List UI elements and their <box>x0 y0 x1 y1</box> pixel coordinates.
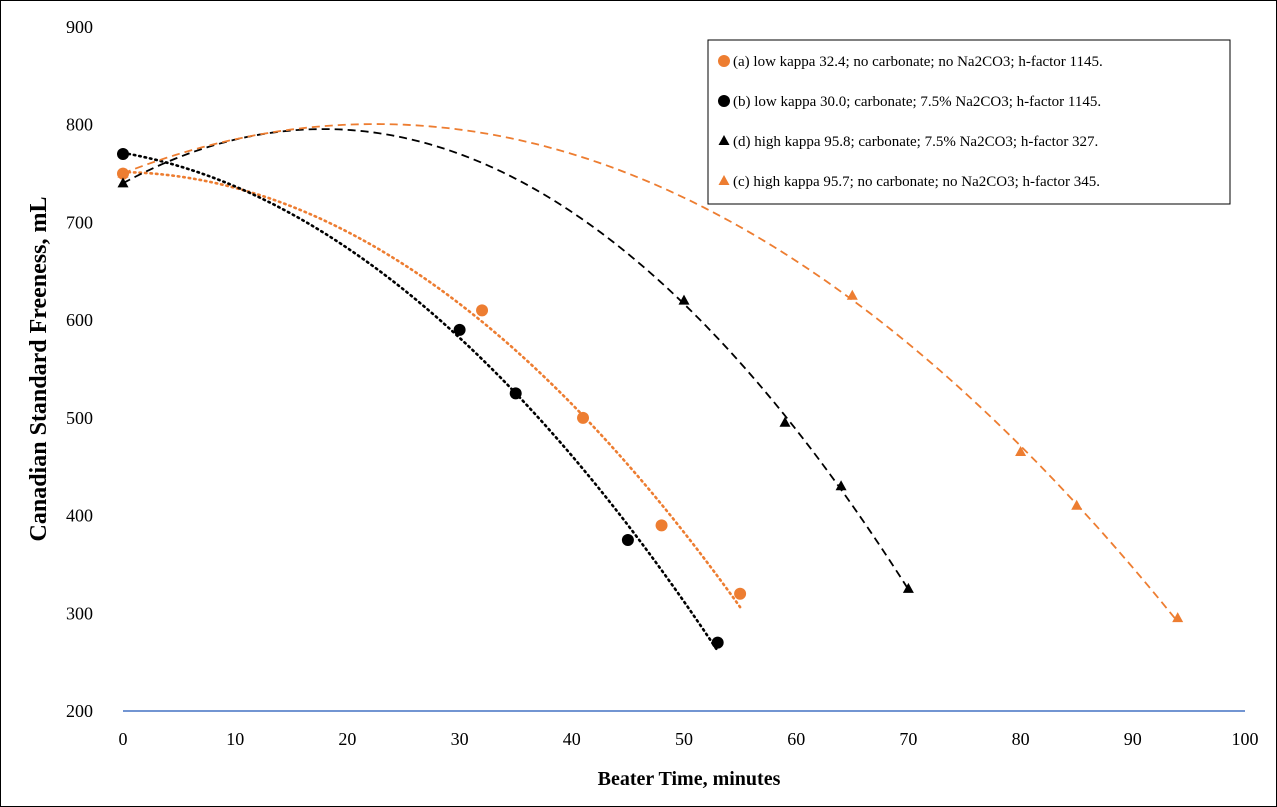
legend-items: (a) low kappa 32.4; no carbonate; no Na2… <box>718 54 1103 190</box>
x-tick-label: 30 <box>451 729 469 749</box>
legend-marker <box>718 95 730 107</box>
trendline-2 <box>121 151 719 653</box>
data-point <box>509 387 522 400</box>
data-point <box>902 582 914 593</box>
x-tick-label: 50 <box>675 729 693 749</box>
legend-label: (c) high kappa 95.7; no carbonate; no Na… <box>733 174 1100 190</box>
y-axis-title: Canadian Standard Freeness, mL <box>26 197 52 542</box>
legend: (a) low kappa 32.4; no carbonate; no Na2… <box>707 39 1231 205</box>
x-tick-label: 100 <box>1232 729 1259 749</box>
y-tick-label: 400 <box>66 506 93 526</box>
data-point <box>734 587 747 600</box>
data-point <box>621 534 634 546</box>
data-point <box>655 519 668 532</box>
data-point <box>846 289 858 300</box>
trendlines <box>121 123 1179 653</box>
data-point <box>835 480 847 491</box>
data-point <box>476 304 489 317</box>
y-tick-label: 300 <box>66 603 93 623</box>
x-tick-label: 90 <box>1124 729 1142 749</box>
legend-label: (d) high kappa 95.8; carbonate; 7.5% Na2… <box>733 134 1098 150</box>
legend-marker <box>718 135 730 145</box>
data-point <box>577 411 590 424</box>
y-tick-labels: 200 300 400 500 600 700 800 900 <box>66 17 93 721</box>
data-point <box>1071 499 1083 510</box>
x-tick-label: 40 <box>563 729 581 749</box>
data-point <box>1172 612 1184 623</box>
y-tick-label: 200 <box>66 701 93 721</box>
y-tick-label: 700 <box>66 212 93 232</box>
data-point <box>453 323 466 336</box>
legend-label: (a) low kappa 32.4; no carbonate; no Na2… <box>733 54 1103 70</box>
x-tick-label: 80 <box>1012 729 1030 749</box>
x-tick-label: 10 <box>226 729 244 749</box>
data-point <box>678 294 690 305</box>
trendline-1 <box>121 170 742 609</box>
y-tick-label: 600 <box>66 310 93 330</box>
x-axis-title: Beater Time, minutes <box>598 768 781 790</box>
x-tick-label: 70 <box>899 729 917 749</box>
data-point <box>117 177 129 188</box>
y-tick-label: 900 <box>66 17 93 37</box>
x-tick-label: 20 <box>338 729 356 749</box>
y-tick-label: 500 <box>66 408 93 428</box>
data-point <box>117 148 129 161</box>
legend-marker <box>718 175 730 185</box>
y-tick-label: 800 <box>66 115 93 135</box>
x-tick-labels: 0 10 20 30 40 50 60 70 80 90 100 <box>119 729 1259 749</box>
legend-label: (b) low kappa 30.0; carbonate; 7.5% Na2C… <box>733 94 1101 110</box>
data-points <box>117 148 1184 649</box>
data-point <box>779 416 791 427</box>
data-point <box>1015 446 1027 457</box>
x-tick-label: 0 <box>119 729 128 749</box>
data-point <box>117 167 129 178</box>
trendline-3 <box>122 128 910 590</box>
x-tick-label: 60 <box>787 729 805 749</box>
legend-marker <box>718 55 730 67</box>
legend-box <box>707 39 1231 205</box>
data-point <box>711 636 724 649</box>
